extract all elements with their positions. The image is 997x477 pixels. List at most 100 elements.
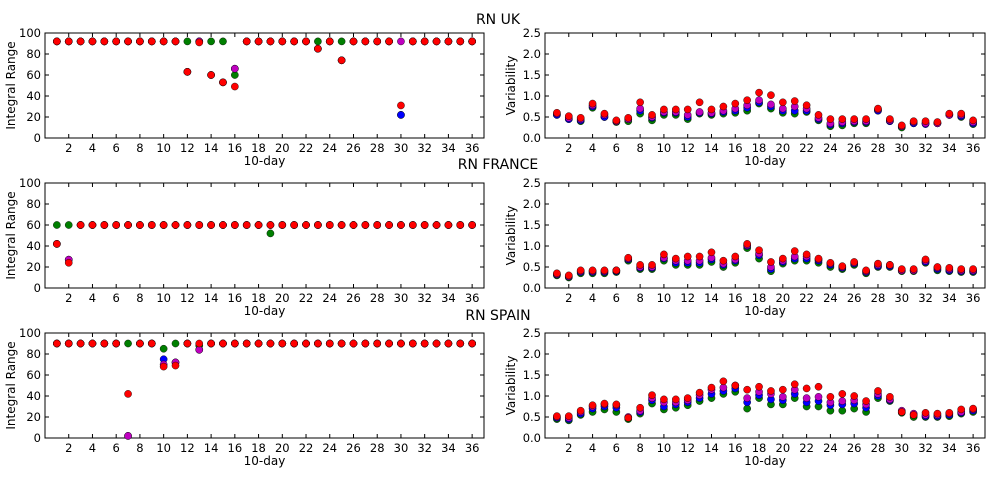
data-point-red (767, 387, 775, 395)
x-tick-label: 14 (204, 291, 219, 305)
x-tick-label: 8 (136, 441, 143, 455)
x-tick-label: 24 (322, 291, 337, 305)
data-point-red (672, 254, 680, 263)
data-point-red (564, 412, 573, 420)
data-point-red (648, 391, 656, 399)
data-point-green (314, 37, 322, 46)
data-point-red (456, 339, 465, 348)
data-point-red (207, 339, 215, 348)
data-point-red (945, 109, 954, 118)
data-point-red (337, 56, 346, 65)
data-point-red (624, 114, 633, 122)
y-tick-label: 80 (26, 347, 41, 361)
data-point-green (64, 221, 73, 229)
data-point-red (683, 394, 692, 402)
x-axis-label: 10-day (244, 154, 286, 168)
data-point-red (553, 109, 561, 117)
data-point-red (802, 101, 811, 110)
data-point-red (361, 339, 370, 348)
x-tick-label: 28 (871, 291, 886, 305)
y-tick-label: 1.0 (523, 389, 541, 403)
x-tick-label: 24 (322, 441, 337, 455)
data-point-red (576, 114, 585, 122)
data-point-red (53, 240, 61, 248)
x-tick-label: 26 (346, 291, 361, 305)
x-tick-label: 32 (918, 441, 933, 455)
data-point-red (564, 112, 573, 120)
x-tick-label: 30 (394, 291, 409, 305)
x-tick-label: 30 (894, 141, 909, 155)
x-tick-label: 24 (823, 441, 838, 455)
data-point-red (254, 221, 263, 229)
data-point-red (432, 221, 441, 229)
data-point-red (456, 37, 465, 46)
data-point-red (159, 37, 168, 46)
data-point-red (468, 339, 476, 348)
data-point-red (219, 221, 227, 229)
x-tick-label: 18 (251, 141, 266, 155)
data-point-red (64, 37, 73, 46)
data-point-red (349, 221, 358, 229)
data-point-red (64, 339, 73, 348)
data-point-red (755, 382, 763, 391)
data-point-red (397, 339, 405, 348)
y-tick-label: 100 (19, 26, 41, 40)
data-point-red (612, 116, 621, 125)
data-point-red (361, 221, 370, 229)
data-point-purple (124, 432, 132, 440)
data-point-red (838, 390, 847, 398)
x-tick-label: 16 (728, 291, 743, 305)
y-tick-label: 0.0 (523, 281, 541, 295)
x-tick-label: 2 (565, 441, 572, 455)
data-point-red (862, 115, 870, 123)
x-tick-label: 10 (657, 441, 672, 455)
data-point-red (921, 408, 930, 417)
data-point-red (743, 240, 751, 248)
data-point-red (112, 339, 120, 348)
data-point-red (409, 37, 417, 46)
data-point-red (349, 37, 358, 46)
x-tick-label: 32 (417, 291, 432, 305)
data-point-red (361, 37, 370, 46)
x-tick-label: 10 (657, 291, 672, 305)
data-point-red (767, 258, 775, 266)
data-point-red (88, 339, 97, 348)
x-tick-label: 34 (441, 141, 456, 155)
x-tick-label: 10 (156, 141, 171, 155)
data-point-red (779, 385, 787, 394)
data-point-red (325, 37, 334, 46)
data-point-red (314, 221, 322, 229)
data-point-red (707, 105, 716, 114)
x-tick-label: 26 (346, 141, 361, 155)
data-point-red (945, 264, 954, 272)
data-point-red (636, 403, 644, 412)
data-point-red (373, 37, 382, 46)
data-point-red (814, 382, 823, 391)
data-point-red (838, 115, 847, 123)
data-point-green (171, 339, 180, 348)
x-tick-label: 36 (465, 141, 480, 155)
data-point-red (468, 221, 476, 229)
x-tick-label: 16 (728, 441, 743, 455)
x-tick-label: 2 (65, 441, 72, 455)
x-tick-label: 22 (299, 441, 314, 455)
data-point-red (576, 266, 585, 275)
data-point-red (171, 221, 180, 229)
data-point-red (290, 37, 298, 46)
x-tick-label: 2 (565, 141, 572, 155)
x-tick-label: 28 (871, 441, 886, 455)
panel-fr-var: 2 4 6 8 10 12 14 16 18 20 22 24 26 28 30 32 34 360.00.51.… (504, 176, 986, 318)
y-tick-label: 1.0 (523, 89, 541, 103)
data-point-red (719, 256, 728, 265)
x-tick-label: 22 (799, 441, 814, 455)
y-tick-label: 60 (26, 68, 41, 82)
data-point-red (719, 102, 728, 111)
x-tick-label: 4 (89, 291, 96, 305)
y-tick-label: 2.0 (523, 47, 541, 61)
data-point-green (124, 339, 132, 348)
data-point-red (933, 118, 942, 126)
data-point-green (207, 37, 215, 46)
data-point-red (385, 37, 393, 46)
y-tick-label: 40 (26, 89, 41, 103)
